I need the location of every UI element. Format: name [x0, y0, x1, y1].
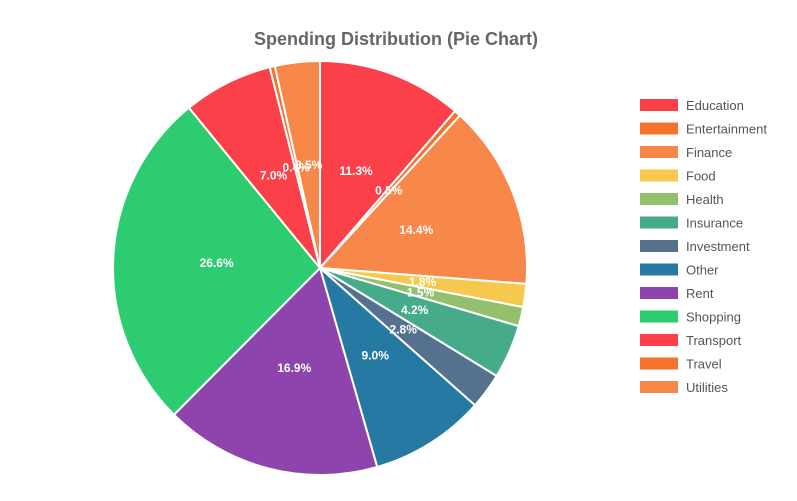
slice-education	[319, 59, 457, 271]
legend-label: Travel	[686, 357, 722, 372]
slice-label-rent: 16.9%	[277, 361, 311, 375]
legend-label: Health	[686, 192, 724, 207]
slice-label-utilities: 3.5%	[295, 158, 323, 172]
legend-item-food: Food	[640, 169, 716, 184]
legend-label: Education	[686, 98, 744, 113]
legend-swatch	[640, 334, 678, 346]
legend-swatch	[640, 146, 678, 158]
legend-item-finance: Finance	[640, 145, 732, 160]
slice-label-other: 9.0%	[362, 349, 390, 363]
slice-finance	[317, 114, 528, 286]
legend-item-rent: Rent	[640, 286, 714, 301]
legend-item-travel: Travel	[640, 357, 722, 372]
legend-label: Other	[686, 263, 719, 278]
legend-swatch	[640, 193, 678, 205]
chart-title: Spending Distribution (Pie Chart)	[254, 29, 538, 49]
legend-item-transport: Transport	[640, 333, 742, 348]
slice-label-insurance: 4.2%	[401, 303, 429, 317]
slice-label-transport: 7.0%	[260, 169, 288, 183]
slice-label-travel: 0.4%	[282, 160, 310, 174]
legend-label: Investment	[686, 239, 750, 254]
slice-label-entertainment: 0.5%	[375, 184, 403, 198]
legend-swatch	[640, 99, 678, 111]
legend-swatch	[640, 287, 678, 299]
legend-item-other: Other	[640, 263, 719, 278]
legend-swatch	[640, 310, 678, 323]
slice-label-finance: 14.4%	[399, 223, 433, 237]
legend-item-investment: Investment	[640, 239, 750, 254]
slice-utilities	[273, 59, 321, 269]
legend: Education Entertainment Finance Food Health I…	[640, 98, 767, 395]
legend-label: Rent	[686, 286, 714, 301]
slice-shopping	[112, 106, 322, 417]
legend-item-health: Health	[640, 192, 724, 207]
slice-label-education: 11.3%	[339, 164, 373, 178]
legend-label: Entertainment	[686, 122, 767, 137]
legend-swatch	[640, 357, 678, 370]
slice-label-health: 1.5%	[407, 285, 435, 299]
slice-other	[318, 264, 477, 469]
legend-label: Food	[686, 169, 716, 184]
legend-swatch	[640, 169, 678, 182]
legend-swatch	[640, 381, 678, 393]
legend-label: Shopping	[686, 310, 741, 325]
legend-item-insurance: Insurance	[640, 216, 743, 231]
legend-swatch	[640, 240, 678, 252]
slice-rent	[172, 266, 379, 476]
legend-label: Utilities	[686, 380, 728, 395]
slice-label-investment: 2.8%	[390, 323, 418, 337]
legend-label: Insurance	[686, 216, 743, 231]
slice-label-shopping: 26.6%	[200, 256, 234, 270]
legend-item-shopping: Shopping	[640, 310, 741, 325]
slice-label-food: 1.8%	[409, 275, 437, 289]
pie-slices	[112, 59, 528, 476]
legend-item-utilities: Utilities	[640, 380, 728, 395]
legend-item-education: Education	[640, 98, 744, 113]
legend-item-entertainment: Entertainment	[640, 122, 767, 137]
legend-label: Finance	[686, 145, 732, 160]
legend-swatch	[640, 122, 678, 135]
legend-swatch	[640, 263, 678, 276]
legend-swatch	[640, 216, 678, 229]
legend-label: Transport	[686, 333, 742, 348]
slice-labels: 11.3%0.5% 14.4% 1.8%1.5% 4.2% 2.8%9.0% 16.9% 2…	[200, 158, 437, 375]
